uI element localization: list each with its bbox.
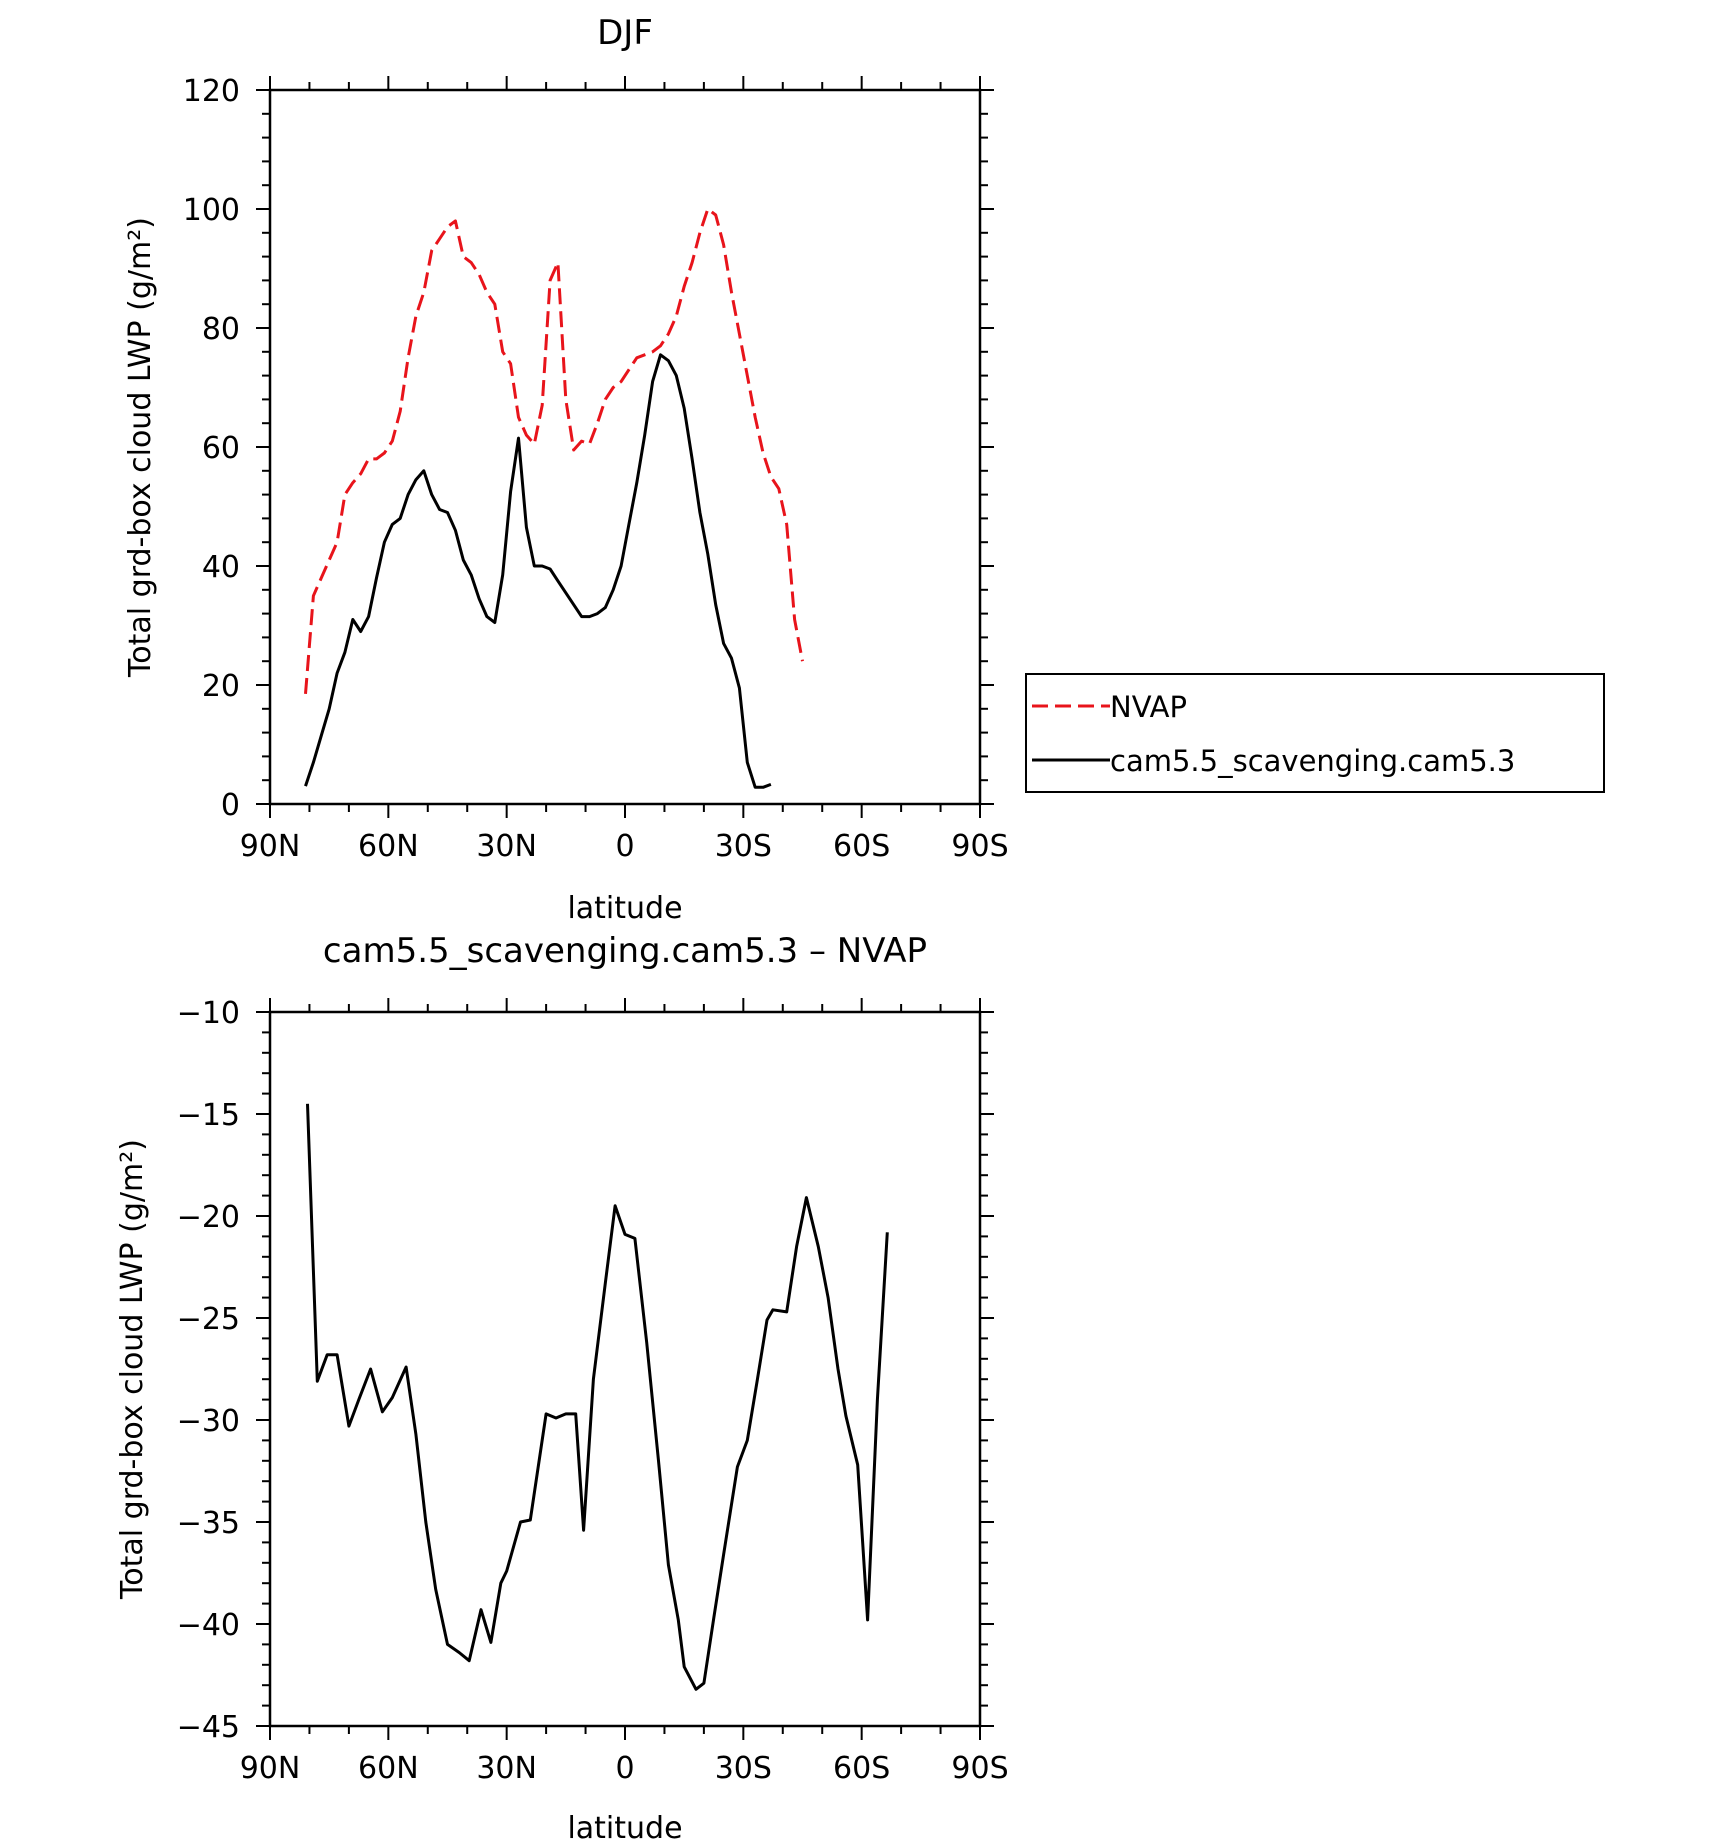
bottom-panel-difference: cam5.5_scavenging.cam5.3 – NVAP 90N 60N 30N… — [115, 931, 1009, 1844]
y-tick-label: −25 — [177, 1302, 240, 1337]
x-tick-label: 60N — [358, 1751, 419, 1786]
plot-frame — [268, 1010, 982, 1728]
x-tick-label: 30N — [476, 1751, 537, 1786]
series-line-nvap — [304, 207, 804, 695]
x-tick-label: 30N — [476, 829, 537, 864]
y-axis-label: Total grd-box cloud LWP (g/m²) — [115, 1139, 150, 1600]
y-tick-label: 40 — [202, 550, 240, 585]
difference-line — [306, 1103, 889, 1691]
top-panel-djf: DJF 90N 60N 30N 0 30S 60S 90S 0 20 40 60 80 100 120 lat… — [123, 13, 1605, 926]
y-tick-label: 60 — [202, 431, 240, 466]
y-tick-label: −35 — [177, 1506, 240, 1541]
y-tick-label: −40 — [177, 1608, 240, 1643]
x-tick-label: 30S — [715, 829, 772, 864]
x-tick-label: 90S — [951, 829, 1008, 864]
y-axis-label: Total grd-box cloud LWP (g/m²) — [123, 217, 158, 678]
legend-entry-label: NVAP — [1110, 690, 1187, 724]
x-tick-label: 90N — [240, 829, 301, 864]
y-tick-label: 20 — [202, 669, 240, 704]
chart-title: cam5.5_scavenging.cam5.3 – NVAP — [323, 931, 927, 971]
x-tick-label: 60S — [833, 1751, 890, 1786]
y-tick-label: 80 — [202, 312, 240, 347]
y-tick-label: 0 — [221, 788, 240, 823]
legend: NVAP cam5.5_scavenging.cam5.3 — [1025, 673, 1605, 793]
y-tick-label: 120 — [183, 74, 240, 109]
series-line-cam5-5-scavenging-cam5-3 — [304, 353, 772, 789]
x-tick-label: 60N — [358, 829, 419, 864]
chart-title: DJF — [597, 13, 653, 53]
legend-box — [1025, 673, 1605, 793]
y-tick-label: −45 — [177, 1710, 240, 1745]
x-tick-label: 90N — [240, 1751, 301, 1786]
x-tick-label: 30S — [715, 1751, 772, 1786]
legend-entry-label: cam5.5_scavenging.cam5.3 — [1110, 744, 1515, 778]
y-tick-label: −30 — [177, 1404, 240, 1439]
y-tick-label: −20 — [177, 1200, 240, 1235]
x-tick-label: 0 — [615, 1751, 634, 1786]
plot-frame — [268, 88, 982, 806]
x-axis-label: latitude — [567, 891, 682, 926]
x-axis-label: latitude — [567, 1811, 682, 1844]
y-tick-label: −15 — [177, 1098, 240, 1133]
x-tick-label: 0 — [615, 829, 634, 864]
x-tick-label: 90S — [951, 1751, 1008, 1786]
y-tick-label: −10 — [177, 996, 240, 1031]
x-tick-label: 60S — [833, 829, 890, 864]
y-tick-label: 100 — [183, 193, 240, 228]
